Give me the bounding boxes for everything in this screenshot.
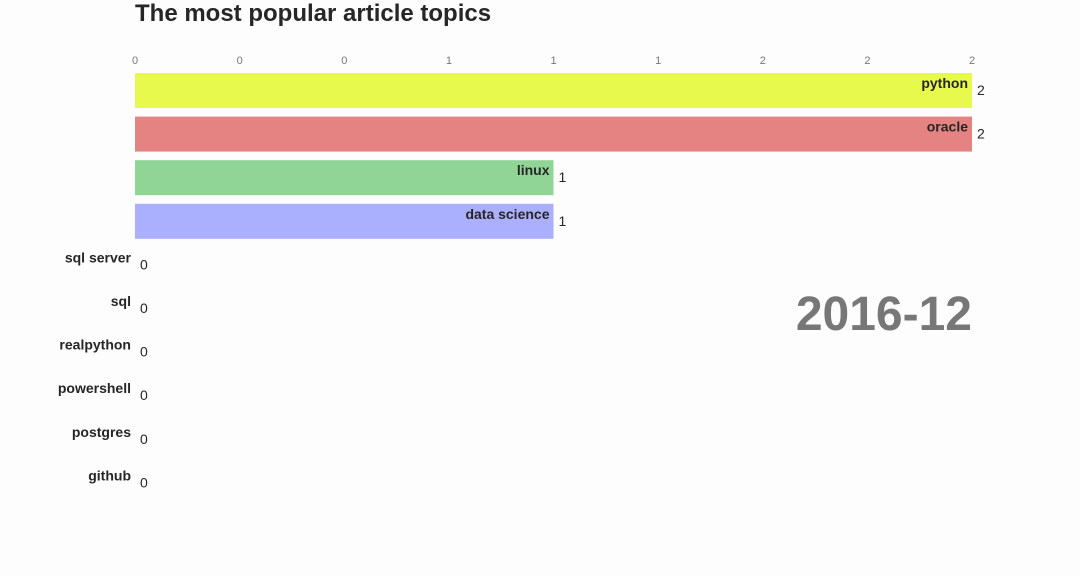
- bar-group: github 0: [88, 467, 148, 490]
- bar-value-label: 1: [559, 213, 567, 229]
- x-tick-label: 1: [446, 55, 452, 67]
- x-tick-label: 0: [237, 55, 243, 67]
- bar-value-label: 0: [140, 256, 148, 272]
- x-tick-label: 0: [132, 55, 138, 67]
- x-tick-label: 2: [969, 55, 975, 67]
- bar-value-label: 2: [977, 126, 985, 142]
- bar-label: realpython: [59, 337, 131, 353]
- bar-value-label: 0: [140, 474, 148, 490]
- bars: python 2 oracle 2 linux 1 data science 1 sql ser…: [58, 73, 985, 490]
- bar-group: postgres 0: [72, 424, 148, 447]
- bar: [135, 73, 972, 108]
- bar-label: powershell: [58, 380, 131, 396]
- bar-label: oracle: [927, 119, 968, 135]
- x-tick-label: 1: [655, 55, 661, 67]
- bar-group: sql server 0: [65, 249, 148, 272]
- bar-group: powershell 0: [58, 380, 148, 403]
- bar-label: sql server: [65, 249, 132, 265]
- bar-value-label: 0: [140, 300, 148, 316]
- bar-group: linux 1: [135, 160, 567, 196]
- chart-title: The most popular article topics: [135, 0, 492, 27]
- bar-value-label: 0: [140, 387, 148, 403]
- bar-group: oracle 2: [135, 116, 985, 152]
- x-axis-ticks: 0 0 0 1 1 1 2 2 2: [132, 55, 975, 67]
- bar: [135, 203, 554, 239]
- bar-value-label: 2: [977, 82, 985, 98]
- bar-label: postgres: [72, 424, 131, 440]
- period-label: 2016-12: [795, 288, 972, 341]
- bar-label: sql: [111, 293, 131, 309]
- bar-group: realpython 0: [59, 337, 148, 360]
- bar: [135, 116, 972, 152]
- bar-value-label: 0: [140, 344, 148, 360]
- bar: [135, 160, 554, 196]
- bar-label: github: [88, 467, 131, 483]
- x-tick-label: 2: [864, 55, 870, 67]
- bar-value-label: 0: [140, 431, 148, 447]
- bar-label: python: [921, 75, 968, 91]
- bar-label: data science: [465, 206, 549, 222]
- bar-group: python 2: [135, 73, 985, 108]
- bar-label: linux: [517, 162, 550, 178]
- bar-group: data science 1: [135, 203, 567, 239]
- bar-group: sql 0: [111, 293, 148, 316]
- x-tick-label: 1: [550, 55, 556, 67]
- x-tick-label: 0: [341, 55, 347, 67]
- bar-value-label: 1: [559, 169, 567, 185]
- x-tick-label: 2: [760, 55, 766, 67]
